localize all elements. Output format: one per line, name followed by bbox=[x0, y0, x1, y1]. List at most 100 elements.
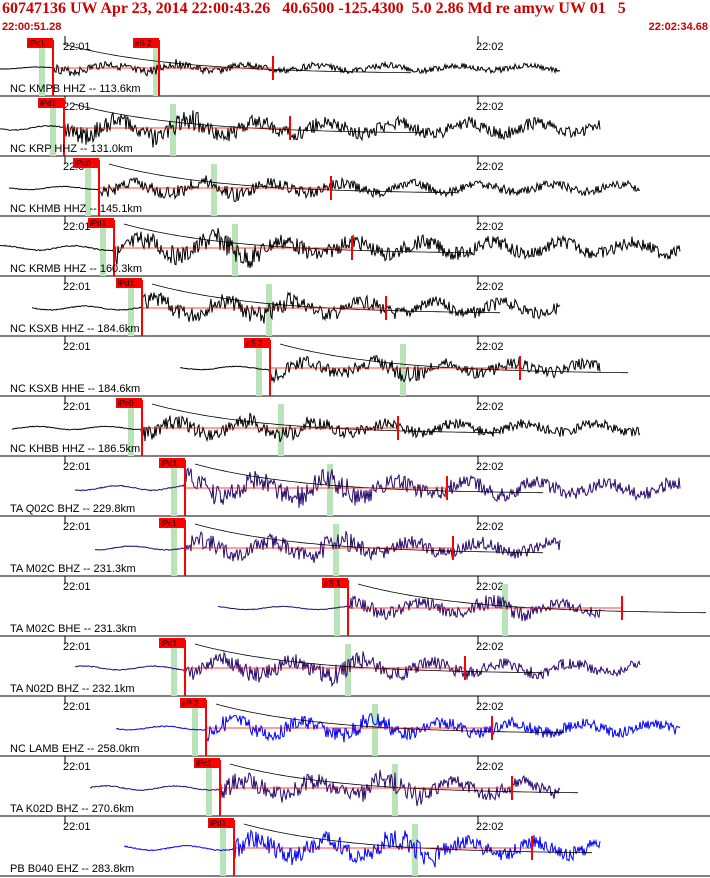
pick-flag bbox=[116, 278, 142, 288]
pick-flag bbox=[159, 518, 185, 528]
station-label: TA M02C BHE -- 231.3km bbox=[10, 623, 136, 635]
trace-panel: 22:01 22:02 iPd1 PB B040 EHZ -- 283.8km bbox=[0, 816, 710, 877]
station-label: TA M02C BHZ -- 231.3km bbox=[10, 563, 136, 575]
pre-window bbox=[50, 104, 56, 156]
minute-tick-label: 22:01 bbox=[63, 821, 91, 833]
minute-tick-label: 22:01 bbox=[63, 461, 91, 473]
post-window bbox=[327, 464, 333, 516]
pick-flag bbox=[27, 38, 53, 48]
post-window bbox=[266, 284, 272, 336]
trace-panel: 22:01 22:02 eS 1 TA M02C BHE -- 231.3km bbox=[0, 576, 710, 637]
minute-tick-label: 22:01 bbox=[63, 701, 91, 713]
pre-window bbox=[171, 524, 177, 576]
post-window bbox=[333, 524, 339, 576]
minute-tick-label: 22:02 bbox=[476, 521, 504, 533]
minute-tick-label: 22:02 bbox=[476, 641, 504, 653]
trace-panel: 22:01 22:02 eP 2 NC LAMB EHZ -- 258.0km bbox=[0, 696, 710, 757]
minute-tick-label: 22:02 bbox=[476, 101, 504, 113]
trace-panel: 22:01 22:02 iPc1 TA M02C BHZ -- 231.3km bbox=[0, 516, 710, 577]
pick-flag bbox=[180, 698, 206, 708]
waveform bbox=[0, 59, 561, 77]
minute-tick-label: 22:02 bbox=[476, 581, 504, 593]
minute-tick-label: 22:02 bbox=[476, 761, 504, 773]
pick-label: iPd1 bbox=[210, 819, 227, 828]
post-window bbox=[345, 644, 351, 696]
station-label: PB B040 EHZ -- 283.8km bbox=[10, 863, 134, 875]
pick-label-secondary: eS 2 bbox=[135, 39, 152, 48]
station-label: TA Q02C BHZ -- 229.8km bbox=[10, 503, 135, 515]
waveform bbox=[94, 531, 561, 563]
post-window bbox=[170, 104, 176, 156]
header: 60747136 UW Apr 23, 2014 22:00:43.26 40.… bbox=[0, 0, 710, 36]
waveform bbox=[123, 828, 601, 868]
pick-label: iPc1 bbox=[29, 39, 45, 48]
station-label: TA K02D BHZ -- 270.6km bbox=[10, 803, 134, 815]
post-window bbox=[372, 704, 378, 756]
minute-tick-label: 22:01 bbox=[63, 761, 91, 773]
station-label: NC LAMB EHZ -- 258.0km bbox=[10, 743, 140, 755]
pick-label: eS 1 bbox=[324, 579, 341, 588]
trace-panel: 22:01 22:02 iPd1 TA N02D BHZ -- 232.1km bbox=[0, 636, 710, 697]
waveform bbox=[89, 769, 561, 807]
waveform bbox=[0, 110, 601, 148]
station-label: NC KRMB HHZ -- 160.3km bbox=[10, 263, 142, 275]
station-label: NC KRP HHZ -- 131.0km bbox=[10, 143, 133, 155]
minute-tick-label: 22:01 bbox=[63, 401, 91, 413]
pick-flag bbox=[244, 338, 270, 348]
pre-window bbox=[128, 284, 134, 336]
trace-panel: 22:01 22:02 eS 2 NC KSXB HHE -- 184.6km bbox=[0, 336, 710, 397]
minute-tick-label: 22:02 bbox=[476, 401, 504, 413]
pick-label: iPc0 bbox=[75, 159, 91, 168]
minute-tick-label: 22:02 bbox=[476, 221, 504, 233]
minute-tick-label: 22:01 bbox=[63, 641, 91, 653]
station-label: NC KMPB HHZ -- 113.6km bbox=[10, 83, 141, 95]
pick-flag bbox=[322, 578, 348, 588]
pick-flag bbox=[159, 458, 185, 468]
minute-tick-label: 22:02 bbox=[476, 41, 504, 53]
post-window bbox=[400, 344, 406, 396]
minute-tick-label: 22:02 bbox=[476, 821, 504, 833]
pick-flag bbox=[194, 758, 220, 768]
station-label: NC KHMB HHZ -- 145.1km bbox=[10, 203, 142, 215]
trace-panel: 22:01 22:02 iPd1 TA Q02C BHZ -- 229.8km bbox=[0, 456, 710, 517]
trace-panel: 22:01 22:02 iPd1 NC KSXB HHZ -- 184.6km bbox=[0, 276, 710, 337]
start-time: 22:00:51.28 bbox=[2, 21, 62, 33]
pre-window bbox=[256, 344, 262, 396]
minute-tick-label: 22:02 bbox=[476, 281, 504, 293]
trace-panel: 22:01 22:02 iPd1 NC KRMB HHZ -- 160.3km bbox=[0, 216, 710, 277]
waveform bbox=[31, 291, 561, 324]
pick-flag bbox=[88, 218, 114, 228]
pick-label: iPd1 bbox=[90, 219, 107, 228]
post-window bbox=[278, 404, 284, 456]
minute-tick-label: 22:01 bbox=[63, 521, 91, 533]
minute-tick-label: 22:01 bbox=[63, 101, 91, 113]
post-window bbox=[392, 764, 398, 816]
minute-tick-label: 22:01 bbox=[63, 581, 91, 593]
pick-label: iPc0 bbox=[118, 399, 134, 408]
station-label: TA N02D BHZ -- 232.1km bbox=[10, 683, 135, 695]
trace-panel: 22:01 22:02 iPc0 NC KHBB HHZ -- 186.5km bbox=[0, 396, 710, 457]
station-label: NC KSXB HHZ -- 184.6km bbox=[10, 323, 140, 335]
pick-label: iPd1 bbox=[40, 99, 57, 108]
trace-panel: 22:01 22:02 iPc1 TA K02D BHZ -- 270.6km bbox=[0, 756, 710, 817]
pick-flag bbox=[159, 638, 185, 648]
minute-tick-label: 22:02 bbox=[476, 701, 504, 713]
pick-label: eP 2 bbox=[182, 699, 199, 708]
pick-label: iPc1 bbox=[196, 759, 212, 768]
waveform bbox=[115, 712, 681, 743]
pick-label: iPd1 bbox=[118, 279, 135, 288]
minute-tick-label: 22:02 bbox=[476, 341, 504, 353]
post-window bbox=[502, 584, 508, 636]
pick-flag bbox=[116, 398, 142, 408]
pre-window bbox=[171, 464, 177, 516]
seismogram-plot: 22:01 22:02 iPc1 eS 2 NC KMPB HHZ -- 113.6km… bbox=[0, 36, 710, 877]
post-window bbox=[211, 164, 217, 216]
pick-label: iPc1 bbox=[161, 519, 177, 528]
waveform bbox=[74, 651, 641, 688]
trace-panel: 22:01 22:02 iPc1 eS 2 NC KMPB HHZ -- 113.6km bbox=[0, 36, 710, 97]
pick-flag bbox=[38, 98, 64, 108]
minute-tick-label: 22:01 bbox=[63, 281, 91, 293]
waveform bbox=[217, 595, 601, 622]
event-title: 60747136 UW Apr 23, 2014 22:00:43.26 40.… bbox=[2, 0, 626, 17]
